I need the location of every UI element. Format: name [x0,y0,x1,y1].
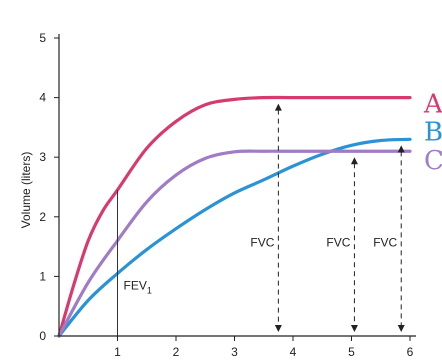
fvc-arrow-head-up [274,103,282,111]
series-label-B: B [424,117,442,147]
fvc-arrow-head-up [350,157,358,165]
series-label-A: A [423,90,442,120]
fvc-arrow-head-down [274,325,282,332]
fvc-label: FVC [250,236,274,250]
fvc-label-bg [321,234,352,251]
y-tick-label: 3 [39,150,46,164]
y-axis-title: Volume (liters) [19,152,33,229]
series-layer [57,95,412,338]
x-tick-label: 5 [348,345,355,359]
axes: 0 1 2 3 4 5 1 2 3 4 5 6 [39,31,416,359]
y-tick-label: 4 [39,91,46,105]
fvc-label: FVC [373,236,397,250]
x-tick-label: 3 [231,345,238,359]
x-tick-label: 4 [290,345,297,359]
x-tick-label: 2 [173,345,180,359]
annotation-layer: FEV1 FVC FVC FVC ABC [117,90,442,336]
fvc-label: FVC [326,236,350,250]
fvc-label-bg [368,234,399,251]
y-tick-label: 1 [39,269,46,283]
series-line-C [57,149,412,338]
fvc-arrow-head-down [397,325,405,332]
series-line-A [57,95,412,338]
y-tick-label: 0 [39,329,46,343]
y-tick-label: 2 [39,210,46,224]
series-line-B [57,137,412,338]
x-tick-label: 6 [407,345,414,359]
fvc-arrow-head-down [350,325,358,332]
series-label-C: C [424,146,442,176]
fev1-label: FEV1 [124,279,152,296]
fvc-arrow-head-up [397,145,405,153]
y-tick-label: 5 [39,31,46,45]
fvc-label-bg [245,234,276,251]
x-tick-label: 1 [114,345,121,359]
